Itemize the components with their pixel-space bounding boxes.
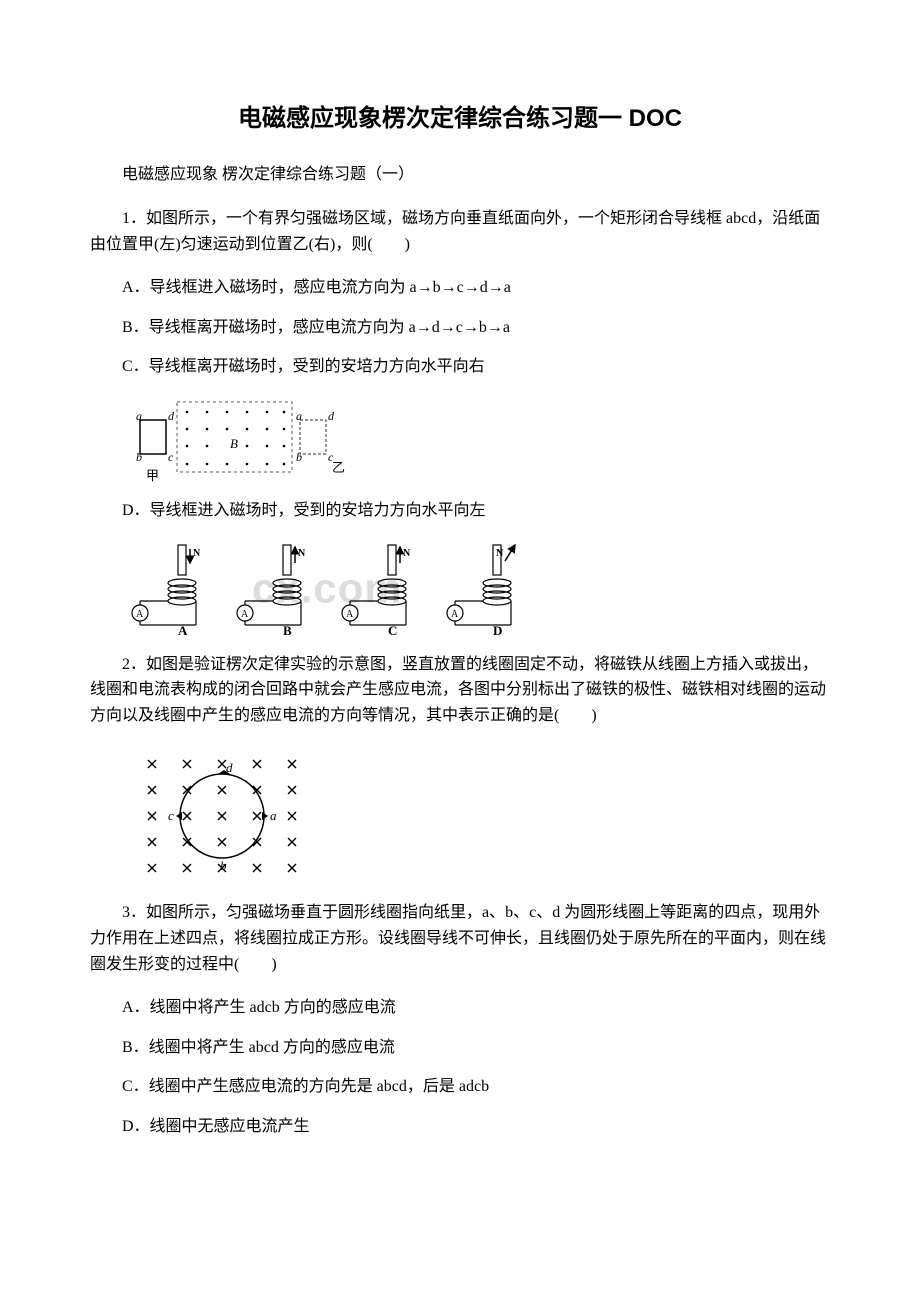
q1-label-d2: d: [328, 409, 335, 423]
svg-text:N: N: [403, 548, 411, 559]
q1-optD: D．导线框进入磁场时，受到的安培力方向水平向左: [90, 498, 830, 524]
q1-text: 1．如图所示，一个有界匀强磁场区域，磁场方向垂直纸面向外，一个矩形闭合导线框 a…: [90, 206, 830, 257]
svg-text:N: N: [193, 548, 201, 559]
q1-figure: B a d b c 甲 a d b c 乙: [122, 394, 830, 484]
svg-text:d: d: [226, 760, 233, 775]
svg-text:b: b: [220, 858, 227, 873]
svg-text:c: c: [168, 808, 174, 823]
svg-text:N: N: [298, 548, 306, 559]
q1-label-d1: d: [168, 409, 175, 423]
q1-label-c1: c: [168, 450, 174, 464]
subtitle: 电磁感应现象 楞次定律综合练习题（一）: [90, 162, 830, 188]
svg-text:A: A: [178, 623, 188, 638]
q2-text: 2．如图是验证楞次定律实验的示意图，竖直放置的线圈固定不动，将磁铁从线圈上方插入…: [90, 652, 830, 729]
svg-text:N: N: [496, 548, 504, 559]
svg-text:C: C: [388, 623, 397, 638]
q1-label-B: B: [230, 436, 238, 451]
q1-label-a1: a: [136, 409, 142, 423]
q3-text: 3．如图所示，匀强磁场垂直于圆形线圈指向纸里，a、b、c、d 为圆形线圈上等距离…: [90, 900, 830, 977]
q2-figure: cx.com A: [122, 538, 830, 638]
svg-text:B: B: [283, 623, 292, 638]
svg-text:a: a: [270, 808, 277, 823]
q1-label-a2: a: [296, 409, 302, 423]
q3-optA: A．线圈中将产生 adcb 方向的感应电流: [90, 995, 830, 1021]
q1-optB: B．导线框离开磁场时，感应电流方向为 a→d→c→b→a: [90, 315, 830, 341]
q3-optD: D．线圈中无感应电流产生: [90, 1114, 830, 1140]
q1-optC: C．导线框离开磁场时，受到的安培力方向水平向右: [90, 354, 830, 380]
q1-label-b2: b: [296, 450, 302, 464]
q3-figure: d a b c: [122, 746, 830, 886]
q1-label-b1: b: [136, 450, 142, 464]
page-title: 电磁感应现象楞次定律综合练习题一 DOC: [90, 100, 830, 138]
q3-optC: C．线圈中产生感应电流的方向先是 abcd，后是 adcb: [90, 1074, 830, 1100]
svg-text:D: D: [493, 623, 502, 638]
q1-optA: A．导线框进入磁场时，感应电流方向为 a→b→c→d→a: [90, 275, 830, 301]
q1-label-left: 甲: [146, 468, 159, 483]
q1-label-right: 乙: [332, 460, 345, 475]
q3-optB: B．线圈中将产生 abcd 方向的感应电流: [90, 1035, 830, 1061]
